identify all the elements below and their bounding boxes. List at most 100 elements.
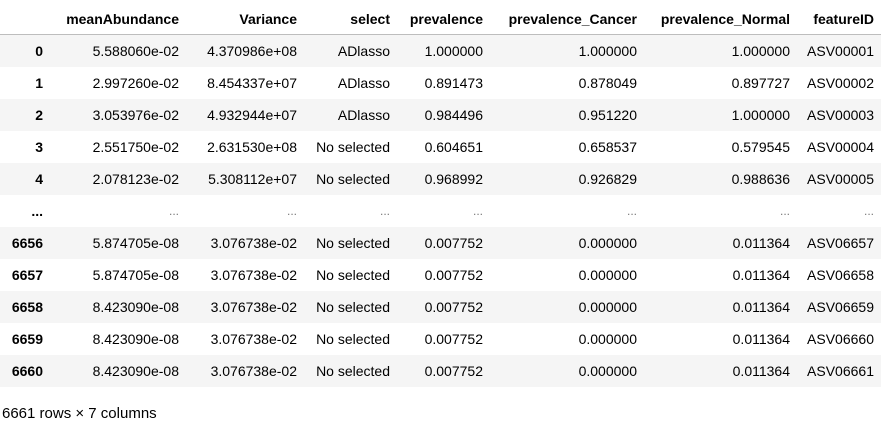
cell-prevalence-cancer: 0.000000 [578, 299, 637, 315]
column-header-prevalence-normal: prevalence_Normal [644, 4, 797, 35]
header-row: meanAbundance Variance select prevalence… [0, 4, 881, 35]
dataframe-table: meanAbundance Variance select prevalence… [0, 4, 881, 387]
cell-prevalence-cancer: 0.000000 [578, 267, 637, 283]
cell-mean-abundance: ... [168, 204, 179, 218]
cell-variance: 3.076738e-02 [210, 299, 297, 315]
cell-feature-id: ASV06658 [807, 267, 874, 283]
cell-prevalence-cancer: 0.000000 [578, 363, 637, 379]
row-index: 3 [35, 139, 43, 155]
cell-prevalence-normal: ... [779, 204, 790, 218]
cell-prevalence-cancer: 0.658537 [578, 139, 637, 155]
cell-mean-abundance: 2.078123e-02 [92, 171, 179, 187]
table-header: meanAbundance Variance select prevalence… [0, 4, 881, 35]
row-index: 2 [35, 107, 43, 123]
table-row: 3 2.551750e-02 2.631530e+08 No selected 0.60… [0, 131, 881, 163]
cell-prevalence-cancer: 1.000000 [578, 43, 637, 59]
cell-feature-id: ASV06657 [807, 235, 874, 251]
cell-prevalence: 0.007752 [424, 331, 483, 347]
cell-select: ADlasso [337, 107, 390, 123]
row-index: 6658 [11, 299, 43, 315]
row-index: 1 [35, 75, 43, 91]
table-row: 4 2.078123e-02 5.308112e+07 No selected 0.96… [0, 163, 881, 195]
cell-select: No selected [316, 267, 390, 283]
table-row: 2 3.053976e-02 4.932944e+07 ADlasso 0.984496… [0, 99, 881, 131]
cell-select: ... [379, 204, 390, 218]
cell-prevalence-normal: 1.000000 [731, 107, 790, 123]
cell-prevalence-normal: 0.011364 [732, 267, 790, 283]
cell-feature-id: ASV00001 [807, 43, 874, 59]
cell-select: No selected [316, 299, 390, 315]
column-header-prevalence: prevalence [397, 4, 490, 35]
cell-variance: 3.076738e-02 [210, 331, 297, 347]
cell-prevalence-normal: 1.000000 [731, 43, 790, 59]
cell-select: No selected [316, 139, 390, 155]
cell-mean-abundance: 5.874705e-08 [92, 267, 179, 283]
cell-feature-id: ASV00003 [807, 107, 874, 123]
table-row: 6660 8.423090e-08 3.076738e-02 No selected 0… [0, 355, 881, 387]
table-body: 0 5.588060e-02 4.370986e+08 ADlasso 1.000000… [0, 34, 881, 387]
cell-prevalence: 0.891473 [424, 75, 483, 91]
column-header-select: select [304, 4, 397, 35]
cell-variance: 3.076738e-02 [210, 363, 297, 379]
cell-feature-id: ASV06660 [807, 331, 874, 347]
cell-variance: 8.454337e+07 [207, 75, 297, 91]
cell-mean-abundance: 5.874705e-08 [92, 235, 179, 251]
index-column-header [0, 4, 50, 35]
table-row: 0 5.588060e-02 4.370986e+08 ADlasso 1.000000… [0, 34, 881, 67]
cell-prevalence: 1.000000 [424, 43, 483, 59]
cell-variance: 3.076738e-02 [210, 235, 297, 251]
cell-prevalence-cancer: 0.951220 [578, 107, 637, 123]
row-index: 6656 [11, 235, 43, 251]
cell-prevalence-normal: 0.579545 [731, 139, 790, 155]
dataframe-shape-note: 6661 rows × 7 columns [2, 405, 157, 422]
row-index: 6659 [11, 331, 43, 347]
table-row: 6658 8.423090e-08 3.076738e-02 No selected 0… [0, 291, 881, 323]
cell-mean-abundance: 2.551750e-02 [92, 139, 179, 155]
cell-prevalence: 0.604651 [424, 139, 483, 155]
cell-select: ADlasso [337, 75, 390, 91]
cell-variance: 3.076738e-02 [210, 267, 297, 283]
cell-prevalence-cancer: 0.878049 [578, 75, 637, 91]
column-header-featureid: featureID [797, 4, 881, 35]
cell-prevalence-normal: 0.011364 [732, 363, 790, 379]
cell-prevalence: 0.007752 [424, 299, 483, 315]
cell-prevalence: 0.007752 [424, 235, 483, 251]
cell-mean-abundance: 8.423090e-08 [92, 331, 179, 347]
cell-feature-id: ASV00005 [807, 171, 874, 187]
cell-feature-id: ... [863, 204, 874, 218]
cell-variance: 4.370986e+08 [207, 43, 297, 59]
row-index: 0 [35, 43, 43, 59]
cell-prevalence-cancer: 0.000000 [578, 235, 637, 251]
table-row: 6659 8.423090e-08 3.076738e-02 No selected 0… [0, 323, 881, 355]
cell-prevalence: 0.007752 [424, 363, 483, 379]
cell-prevalence-normal: 0.897727 [731, 75, 790, 91]
cell-mean-abundance: 8.423090e-08 [92, 299, 179, 315]
cell-prevalence: 0.007752 [424, 267, 483, 283]
cell-prevalence-normal: 0.011364 [732, 299, 790, 315]
row-index: 6660 [11, 363, 43, 379]
column-header-variance: Variance [186, 4, 304, 35]
cell-variance: 4.932944e+07 [207, 107, 297, 123]
cell-prevalence-cancer: 0.000000 [578, 331, 637, 347]
dataframe-output: meanAbundance Variance select prevalence… [0, 4, 881, 387]
column-header-meanabundance: meanAbundance [50, 4, 186, 35]
row-index: ... [31, 203, 43, 219]
cell-prevalence-normal: 0.011364 [732, 235, 790, 251]
cell-prevalence-cancer: 0.926829 [578, 171, 637, 187]
row-index: 6657 [11, 267, 43, 283]
cell-select: No selected [316, 235, 390, 251]
table-row: 1 2.997260e-02 8.454337e+07 ADlasso 0.891473… [0, 67, 881, 99]
table-row: 6657 5.874705e-08 3.076738e-02 No selected 0… [0, 259, 881, 291]
cell-select: No selected [316, 331, 390, 347]
cell-mean-abundance: 5.588060e-02 [92, 43, 179, 59]
cell-prevalence: 0.984496 [424, 107, 483, 123]
column-header-prevalence-cancer: prevalence_Cancer [490, 4, 644, 35]
table-row: 6656 5.874705e-08 3.076738e-02 No selected 0… [0, 227, 881, 259]
cell-variance: 2.631530e+08 [207, 139, 297, 155]
cell-mean-abundance: 8.423090e-08 [92, 363, 179, 379]
cell-mean-abundance: 3.053976e-02 [92, 107, 179, 123]
cell-prevalence-normal: 0.988636 [731, 171, 790, 187]
cell-feature-id: ASV00002 [807, 75, 874, 91]
cell-variance: 5.308112e+07 [208, 171, 297, 187]
truncation-row: ........................ [0, 195, 881, 227]
